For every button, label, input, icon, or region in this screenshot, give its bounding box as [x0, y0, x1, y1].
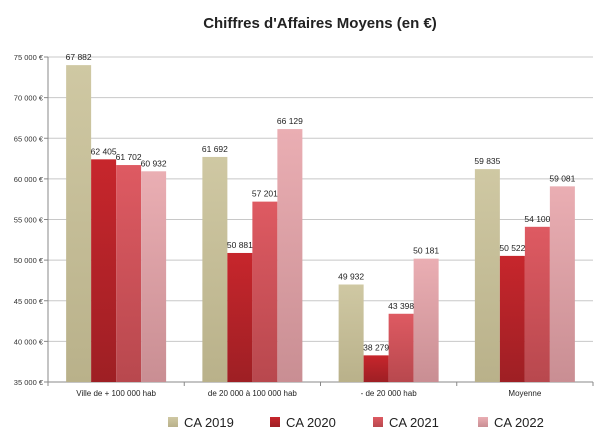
legend: CA 2019 CA 2020 CA 2021 CA 2022: [168, 415, 544, 430]
bar: [474, 169, 500, 382]
y-tick-label: 65 000 €: [14, 134, 44, 143]
bar: [116, 165, 142, 382]
legend-swatch: [373, 417, 383, 427]
data-label: 66 129: [277, 116, 303, 126]
y-tick-label: 45 000 €: [14, 297, 44, 306]
x-tick-label: de 20 000 à 100 000 hab: [208, 389, 298, 398]
bar: [499, 255, 525, 382]
bar: [202, 156, 228, 382]
data-label: 50 881: [227, 240, 253, 250]
y-tick-label: 70 000 €: [14, 94, 44, 103]
bars-layer: [66, 65, 575, 382]
data-label: 49 932: [338, 272, 364, 282]
legend-label: CA 2019: [184, 415, 234, 430]
bar: [338, 284, 364, 382]
bar: [524, 226, 550, 382]
legend-swatch: [270, 417, 280, 427]
bar: [388, 313, 414, 382]
y-tick-label: 75 000 €: [14, 53, 44, 62]
data-label: 60 932: [141, 158, 167, 168]
data-label: 50 522: [499, 243, 525, 253]
bar: [91, 159, 117, 382]
bar: [549, 186, 575, 382]
legend-swatch: [168, 417, 178, 427]
legend-label: CA 2021: [389, 415, 439, 430]
y-tick-label: 60 000 €: [14, 175, 44, 184]
bar: [141, 171, 167, 382]
data-label: 59 835: [474, 156, 500, 166]
data-label: 61 702: [116, 152, 142, 162]
chart-title: Chiffres d'Affaires Moyens (en €): [203, 15, 437, 32]
legend-swatch: [478, 417, 488, 427]
y-tick-label: 35 000 €: [14, 378, 44, 387]
data-label: 67 882: [66, 52, 92, 62]
data-label: 54 100: [524, 214, 550, 224]
legend-label: CA 2020: [286, 415, 336, 430]
bar: [277, 129, 303, 382]
legend-label: CA 2022: [494, 415, 544, 430]
bar: [227, 252, 253, 382]
x-tick-label: - de 20 000 hab: [361, 389, 418, 398]
data-label: 38 279: [363, 342, 389, 352]
data-label: 43 398: [388, 301, 414, 311]
y-tick-label: 55 000 €: [14, 216, 44, 225]
data-label: 50 181: [413, 246, 439, 256]
y-tick-label: 40 000 €: [14, 337, 44, 346]
data-label: 59 081: [549, 173, 575, 183]
bar: [363, 355, 389, 382]
data-label: 62 405: [91, 146, 117, 156]
bar: [413, 258, 439, 382]
data-label: 57 201: [252, 189, 278, 199]
x-tick-label: Moyenne: [508, 389, 541, 398]
bar: [66, 65, 92, 382]
bar: [252, 201, 278, 382]
y-tick-label: 50 000 €: [14, 256, 44, 265]
data-label: 61 692: [202, 144, 228, 154]
x-tick-label: Ville de + 100 000 hab: [76, 389, 156, 398]
